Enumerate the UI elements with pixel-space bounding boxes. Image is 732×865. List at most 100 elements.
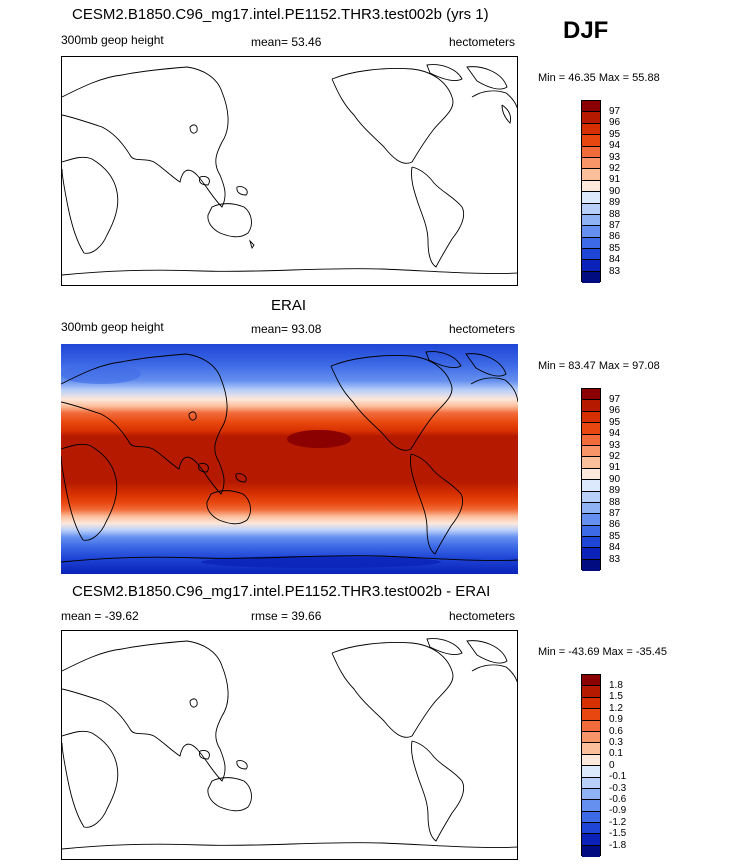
colorbar-swatch (582, 214, 600, 227)
panel1-map (61, 56, 518, 286)
panel2-colorbar-tick: 83 (609, 554, 621, 565)
panel1-mean-label: mean= 53.46 (251, 35, 322, 49)
panel3-colorbar-tick: -1.8 (609, 840, 627, 851)
colorbar-swatch (582, 249, 600, 261)
colorbar-swatch (582, 675, 600, 687)
panel3-colorbar-tick: 0 (609, 760, 615, 771)
panel1-colorbar-tick: 90 (609, 186, 621, 197)
colorbar-swatch (582, 766, 600, 778)
colorbar-swatch (582, 135, 600, 147)
panel3-colorbar-tick: -1.5 (609, 828, 627, 839)
panel2-colorbar-tick: 93 (609, 440, 621, 451)
colorbar-swatch (582, 468, 600, 481)
panel1-colorbar (581, 100, 601, 284)
panel2-map (61, 344, 518, 574)
panel1-colorbar-tick: 95 (609, 129, 621, 140)
panel2-colorbar-tick: 92 (609, 451, 621, 462)
panel3-colorbar-tick: 0.9 (609, 714, 623, 725)
colorbar-swatch (582, 720, 600, 732)
panel2-colorbar-tick: 95 (609, 417, 621, 428)
panel1-colorbar-tick: 86 (609, 231, 621, 242)
panel3-colorbar-tick: -0.3 (609, 783, 627, 794)
panel1-coastlines (62, 64, 517, 276)
colorbar-swatch (582, 777, 600, 789)
panel2-colorbar-tick: 97 (609, 394, 621, 405)
panel2-colorbar-tick: 85 (609, 531, 621, 542)
colorbar-swatch (582, 559, 600, 572)
panel2-colorbar-tick: 84 (609, 542, 621, 553)
panel2-colorbar-tick: 87 (609, 508, 621, 519)
panel1-colorbar-tick: 84 (609, 254, 621, 265)
panel3-colorbar-tick: 1.2 (609, 703, 623, 714)
colorbar-swatch (582, 112, 600, 124)
colorbar-swatch (582, 169, 600, 181)
colorbar-swatch (582, 457, 600, 469)
panel2-colorbar-tick: 89 (609, 485, 621, 496)
panel1-colorbar-tick: 83 (609, 266, 621, 277)
panel3-title: CESM2.B1850.C96_mg17.intel.PE1152.THR3.t… (72, 583, 491, 600)
colorbar-swatch (582, 800, 600, 812)
panel2-colorbar (581, 388, 601, 572)
panel2-colorbar-tick: 86 (609, 519, 621, 530)
colorbar-swatch (582, 423, 600, 435)
colorbar-swatch (582, 788, 600, 801)
colorbar-swatch (582, 548, 600, 560)
panel2-mean-label: mean= 93.08 (251, 322, 322, 336)
panel2-filled-contours (61, 344, 518, 574)
panel2-colorbar-tick: 94 (609, 428, 621, 439)
panel2-colorbar-tick: 96 (609, 405, 621, 416)
panel1-colorbar-tick: 94 (609, 140, 621, 151)
panel1-colorbar-tick: 87 (609, 220, 621, 231)
panel3-mean-label: mean = -39.62 (61, 609, 139, 623)
colorbar-swatch (582, 146, 600, 158)
panel3-colorbar-tick: -0.9 (609, 805, 627, 816)
panel3-units-label: hectometers (449, 609, 516, 623)
panel2-variable-label: 300mb geop height (61, 320, 164, 334)
panel2-colorbar-tick: 88 (609, 497, 621, 508)
colorbar-swatch (582, 743, 600, 755)
panel3-colorbar-tick: -0.6 (609, 794, 627, 805)
panel3-colorbar-tick: -0.1 (609, 771, 627, 782)
colorbar-swatch (582, 434, 600, 446)
colorbar-swatch (582, 754, 600, 767)
panel3-colorbar-tick: -1.2 (609, 817, 627, 828)
colorbar-swatch (582, 697, 600, 710)
panel3-coastlines (62, 638, 517, 850)
panel1-colorbar-tick: 91 (609, 174, 621, 185)
panel3-colorbar-tick: 1.5 (609, 691, 623, 702)
colorbar-swatch (582, 192, 600, 204)
colorbar-swatch (582, 237, 600, 250)
panel1-colorbar-tick: 96 (609, 117, 621, 128)
panel2-minmax: Min = 83.47 Max = 97.08 (538, 360, 660, 372)
colorbar-swatch (582, 389, 600, 401)
colorbar-swatch (582, 686, 600, 698)
colorbar-swatch (582, 157, 600, 170)
panel2-title: ERAI (271, 297, 307, 314)
colorbar-swatch (582, 445, 600, 458)
panel1-colorbar-tick: 97 (609, 106, 621, 117)
colorbar-swatch (582, 525, 600, 538)
colorbar-swatch (582, 537, 600, 549)
colorbar-swatch (582, 480, 600, 492)
panel3-colorbar-tick: 0.1 (609, 748, 623, 759)
colorbar-swatch (582, 180, 600, 193)
colorbar-swatch (582, 271, 600, 284)
panel3-colorbar-tick: 1.8 (609, 680, 623, 691)
season-label: DJF (563, 17, 609, 44)
panel1-colorbar-tick: 93 (609, 152, 621, 163)
colorbar-swatch (582, 834, 600, 846)
colorbar-swatch (582, 731, 600, 744)
colorbar-swatch (582, 514, 600, 526)
panel1-colorbar-tick: 92 (609, 163, 621, 174)
panel3-rmse-label: rmse = 39.66 (251, 609, 322, 623)
colorbar-swatch (582, 823, 600, 835)
panel3-colorbar-tick: 0.6 (609, 726, 623, 737)
panel1-colorbar-tick: 85 (609, 243, 621, 254)
panel1-minmax: Min = 46.35 Max = 55.88 (538, 72, 660, 84)
colorbar-swatch (582, 709, 600, 721)
colorbar-swatch (582, 502, 600, 515)
panel1-variable-label: 300mb geop height (61, 33, 164, 47)
panel1-colorbar-tick: 88 (609, 209, 621, 220)
colorbar-swatch (582, 491, 600, 503)
colorbar-swatch (582, 203, 600, 215)
